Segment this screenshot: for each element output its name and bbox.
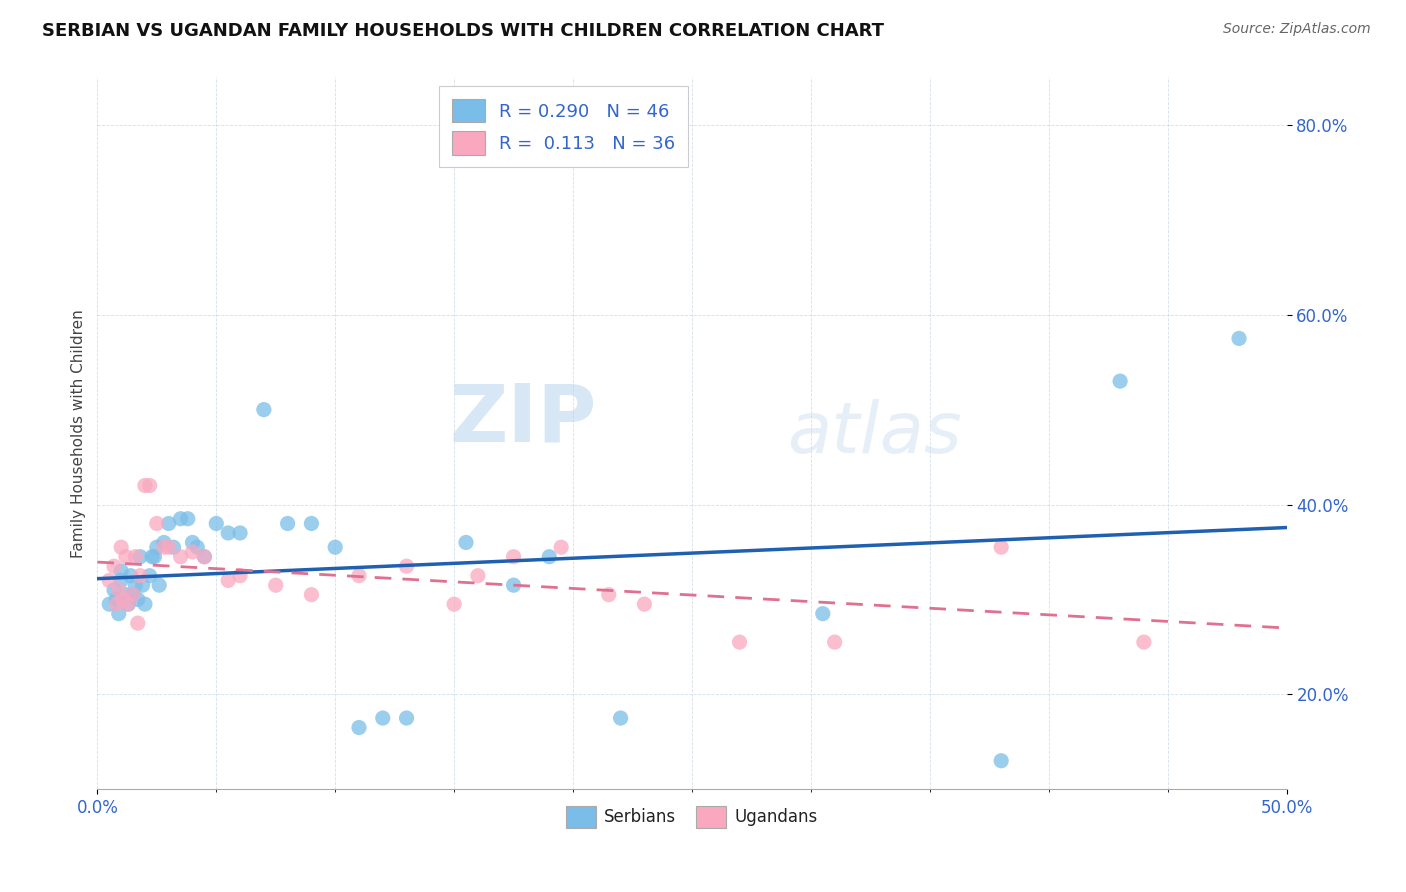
Point <box>811 607 834 621</box>
Point <box>129 568 152 582</box>
Point <box>115 549 138 564</box>
Point <box>115 588 138 602</box>
Point <box>110 574 132 588</box>
Point <box>120 568 142 582</box>
Point <box>395 559 418 574</box>
Point <box>371 711 394 725</box>
Point <box>117 597 139 611</box>
Point <box>124 549 146 564</box>
Point <box>98 597 121 611</box>
Point <box>502 549 524 564</box>
Point <box>134 478 156 492</box>
Point <box>193 549 215 564</box>
Point <box>454 535 477 549</box>
Point <box>277 516 299 531</box>
Point <box>299 588 322 602</box>
Point <box>110 564 132 578</box>
Point <box>162 540 184 554</box>
Point <box>169 549 191 564</box>
Point <box>129 549 152 564</box>
Point <box>181 535 204 549</box>
Point <box>990 540 1012 554</box>
Point <box>103 582 125 597</box>
Point <box>177 512 200 526</box>
Point <box>107 607 129 621</box>
Point <box>122 588 145 602</box>
Point <box>633 597 655 611</box>
Point <box>229 568 252 582</box>
Point <box>110 540 132 554</box>
Legend: Serbians, Ugandans: Serbians, Ugandans <box>560 799 825 834</box>
Point <box>538 549 561 564</box>
Point <box>502 578 524 592</box>
Point <box>443 597 465 611</box>
Point <box>138 478 160 492</box>
Point <box>122 588 145 602</box>
Point <box>395 711 418 725</box>
Text: atlas: atlas <box>787 399 962 467</box>
Point <box>186 540 208 554</box>
Point <box>103 559 125 574</box>
Point <box>157 540 180 554</box>
Point <box>138 568 160 582</box>
Point <box>143 549 166 564</box>
Point <box>728 635 751 649</box>
Text: SERBIAN VS UGANDAN FAMILY HOUSEHOLDS WITH CHILDREN CORRELATION CHART: SERBIAN VS UGANDAN FAMILY HOUSEHOLDS WIT… <box>42 22 884 40</box>
Point <box>107 582 129 597</box>
Point <box>157 516 180 531</box>
Point <box>134 597 156 611</box>
Point <box>153 540 176 554</box>
Point <box>217 574 239 588</box>
Point <box>347 721 370 735</box>
Point <box>124 578 146 592</box>
Point <box>323 540 346 554</box>
Point <box>127 616 149 631</box>
Point <box>141 549 163 564</box>
Point <box>1227 331 1250 345</box>
Point <box>181 545 204 559</box>
Point <box>205 516 228 531</box>
Point <box>467 568 489 582</box>
Point <box>105 597 128 611</box>
Y-axis label: Family Households with Children: Family Households with Children <box>72 309 86 558</box>
Point <box>229 526 252 541</box>
Point <box>1133 635 1156 649</box>
Text: ZIP: ZIP <box>450 380 596 458</box>
Point <box>98 574 121 588</box>
Point <box>112 592 135 607</box>
Point <box>193 549 215 564</box>
Point <box>148 578 170 592</box>
Point <box>598 588 620 602</box>
Point <box>105 592 128 607</box>
Point <box>153 535 176 549</box>
Point <box>253 402 276 417</box>
Point <box>824 635 846 649</box>
Point <box>609 711 631 725</box>
Point <box>169 512 191 526</box>
Point <box>131 578 153 592</box>
Point <box>117 597 139 611</box>
Point <box>550 540 572 554</box>
Point <box>264 578 287 592</box>
Point <box>146 516 169 531</box>
Point <box>217 526 239 541</box>
Point <box>146 540 169 554</box>
Point <box>127 592 149 607</box>
Point <box>299 516 322 531</box>
Point <box>347 568 370 582</box>
Point <box>1109 374 1132 388</box>
Point <box>990 754 1012 768</box>
Text: Source: ZipAtlas.com: Source: ZipAtlas.com <box>1223 22 1371 37</box>
